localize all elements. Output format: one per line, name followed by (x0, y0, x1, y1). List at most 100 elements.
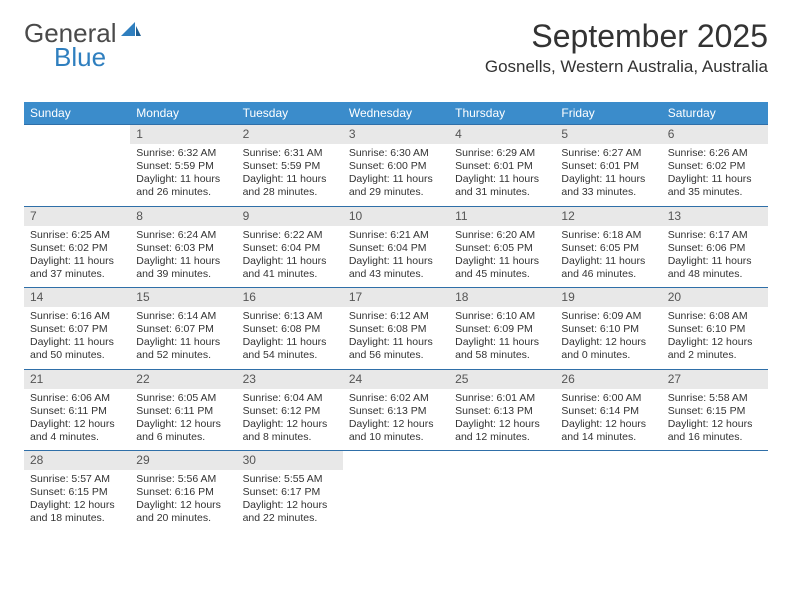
daylight-line-2: and 28 minutes. (243, 186, 337, 199)
day-number-cell: 14 (24, 288, 130, 308)
sunrise-line: Sunrise: 6:25 AM (30, 229, 124, 242)
weekday-header: Sunday (24, 102, 130, 125)
sunset-line: Sunset: 6:13 PM (455, 405, 549, 418)
sunset-line: Sunset: 6:11 PM (136, 405, 230, 418)
daylight-line-2: and 45 minutes. (455, 268, 549, 281)
daylight-line-1: Daylight: 11 hours (243, 173, 337, 186)
calendar-body: 123456Sunrise: 6:32 AMSunset: 5:59 PMDay… (24, 125, 768, 533)
day-detail-row: Sunrise: 5:57 AMSunset: 6:15 PMDaylight:… (24, 470, 768, 532)
day-detail-cell: Sunrise: 6:17 AMSunset: 6:06 PMDaylight:… (662, 226, 768, 288)
daylight-line-1: Daylight: 12 hours (561, 336, 655, 349)
daylight-line-1: Daylight: 12 hours (561, 418, 655, 431)
sunset-line: Sunset: 6:10 PM (561, 323, 655, 336)
daylight-line-1: Daylight: 11 hours (136, 336, 230, 349)
daylight-line-1: Daylight: 12 hours (136, 499, 230, 512)
day-number-cell: 9 (237, 206, 343, 226)
daylight-line-2: and 58 minutes. (455, 349, 549, 362)
day-detail-cell: Sunrise: 6:13 AMSunset: 6:08 PMDaylight:… (237, 307, 343, 369)
daylight-line-1: Daylight: 12 hours (668, 336, 762, 349)
day-detail-cell: Sunrise: 5:58 AMSunset: 6:15 PMDaylight:… (662, 389, 768, 451)
daylight-line-1: Daylight: 12 hours (30, 418, 124, 431)
month-title: September 2025 (485, 18, 768, 55)
day-number-cell (343, 451, 449, 471)
daylight-line-1: Daylight: 11 hours (561, 255, 655, 268)
daylight-line-1: Daylight: 12 hours (243, 499, 337, 512)
daylight-line-1: Daylight: 11 hours (349, 255, 443, 268)
day-number-cell: 5 (555, 125, 661, 145)
day-number-cell: 12 (555, 206, 661, 226)
day-detail-cell: Sunrise: 6:31 AMSunset: 5:59 PMDaylight:… (237, 144, 343, 206)
sunrise-line: Sunrise: 6:01 AM (455, 392, 549, 405)
sunrise-line: Sunrise: 6:21 AM (349, 229, 443, 242)
daylight-line-2: and 29 minutes. (349, 186, 443, 199)
day-number-cell: 6 (662, 125, 768, 145)
daylight-line-1: Daylight: 11 hours (668, 255, 762, 268)
day-detail-cell: Sunrise: 6:32 AMSunset: 5:59 PMDaylight:… (130, 144, 236, 206)
weekday-header: Tuesday (237, 102, 343, 125)
day-number-cell: 8 (130, 206, 236, 226)
day-number-cell: 1 (130, 125, 236, 145)
day-number-cell: 27 (662, 369, 768, 389)
sunrise-line: Sunrise: 6:09 AM (561, 310, 655, 323)
daylight-line-2: and 56 minutes. (349, 349, 443, 362)
sunset-line: Sunset: 6:08 PM (243, 323, 337, 336)
day-detail-cell: Sunrise: 6:12 AMSunset: 6:08 PMDaylight:… (343, 307, 449, 369)
day-detail-cell: Sunrise: 5:57 AMSunset: 6:15 PMDaylight:… (24, 470, 130, 532)
sunset-line: Sunset: 6:07 PM (136, 323, 230, 336)
daylight-line-1: Daylight: 11 hours (136, 173, 230, 186)
day-number-cell: 7 (24, 206, 130, 226)
weekday-header-row: SundayMondayTuesdayWednesdayThursdayFrid… (24, 102, 768, 125)
day-number-cell: 17 (343, 288, 449, 308)
daylight-line-1: Daylight: 12 hours (455, 418, 549, 431)
day-number-cell: 30 (237, 451, 343, 471)
day-number-cell: 15 (130, 288, 236, 308)
day-number-cell: 19 (555, 288, 661, 308)
day-number-cell: 10 (343, 206, 449, 226)
day-number-row: 123456 (24, 125, 768, 145)
sunrise-line: Sunrise: 6:31 AM (243, 147, 337, 160)
sunrise-line: Sunrise: 6:22 AM (243, 229, 337, 242)
daylight-line-2: and 4 minutes. (30, 431, 124, 444)
daylight-line-1: Daylight: 12 hours (349, 418, 443, 431)
daylight-line-2: and 37 minutes. (30, 268, 124, 281)
day-number-cell: 23 (237, 369, 343, 389)
calendar-page: General September 2025 Gosnells, Western… (0, 0, 792, 532)
sunset-line: Sunset: 6:13 PM (349, 405, 443, 418)
logo-blue-word: Blue (54, 42, 106, 73)
sunrise-line: Sunrise: 6:10 AM (455, 310, 549, 323)
day-number-cell: 16 (237, 288, 343, 308)
day-detail-cell: Sunrise: 6:01 AMSunset: 6:13 PMDaylight:… (449, 389, 555, 451)
daylight-line-2: and 6 minutes. (136, 431, 230, 444)
day-number-cell (24, 125, 130, 145)
sunrise-line: Sunrise: 6:05 AM (136, 392, 230, 405)
day-detail-cell: Sunrise: 6:27 AMSunset: 6:01 PMDaylight:… (555, 144, 661, 206)
day-number-cell: 29 (130, 451, 236, 471)
day-detail-cell (662, 470, 768, 532)
day-detail-row: Sunrise: 6:25 AMSunset: 6:02 PMDaylight:… (24, 226, 768, 288)
daylight-line-2: and 43 minutes. (349, 268, 443, 281)
daylight-line-1: Daylight: 11 hours (30, 336, 124, 349)
sunrise-line: Sunrise: 5:57 AM (30, 473, 124, 486)
sunrise-line: Sunrise: 6:27 AM (561, 147, 655, 160)
day-number-row: 21222324252627 (24, 369, 768, 389)
sunrise-line: Sunrise: 6:30 AM (349, 147, 443, 160)
day-number-cell: 20 (662, 288, 768, 308)
daylight-line-1: Daylight: 11 hours (243, 336, 337, 349)
sunset-line: Sunset: 6:16 PM (136, 486, 230, 499)
sunset-line: Sunset: 6:01 PM (455, 160, 549, 173)
sunset-line: Sunset: 6:01 PM (561, 160, 655, 173)
day-number-cell: 18 (449, 288, 555, 308)
sunset-line: Sunset: 6:07 PM (30, 323, 124, 336)
sunrise-line: Sunrise: 6:12 AM (349, 310, 443, 323)
day-number-cell: 28 (24, 451, 130, 471)
daylight-line-2: and 54 minutes. (243, 349, 337, 362)
daylight-line-2: and 22 minutes. (243, 512, 337, 525)
day-detail-row: Sunrise: 6:06 AMSunset: 6:11 PMDaylight:… (24, 389, 768, 451)
day-detail-cell (555, 470, 661, 532)
sunrise-line: Sunrise: 5:58 AM (668, 392, 762, 405)
sunset-line: Sunset: 6:08 PM (349, 323, 443, 336)
sunrise-line: Sunrise: 5:55 AM (243, 473, 337, 486)
sunrise-line: Sunrise: 6:13 AM (243, 310, 337, 323)
day-number-cell: 4 (449, 125, 555, 145)
daylight-line-2: and 35 minutes. (668, 186, 762, 199)
